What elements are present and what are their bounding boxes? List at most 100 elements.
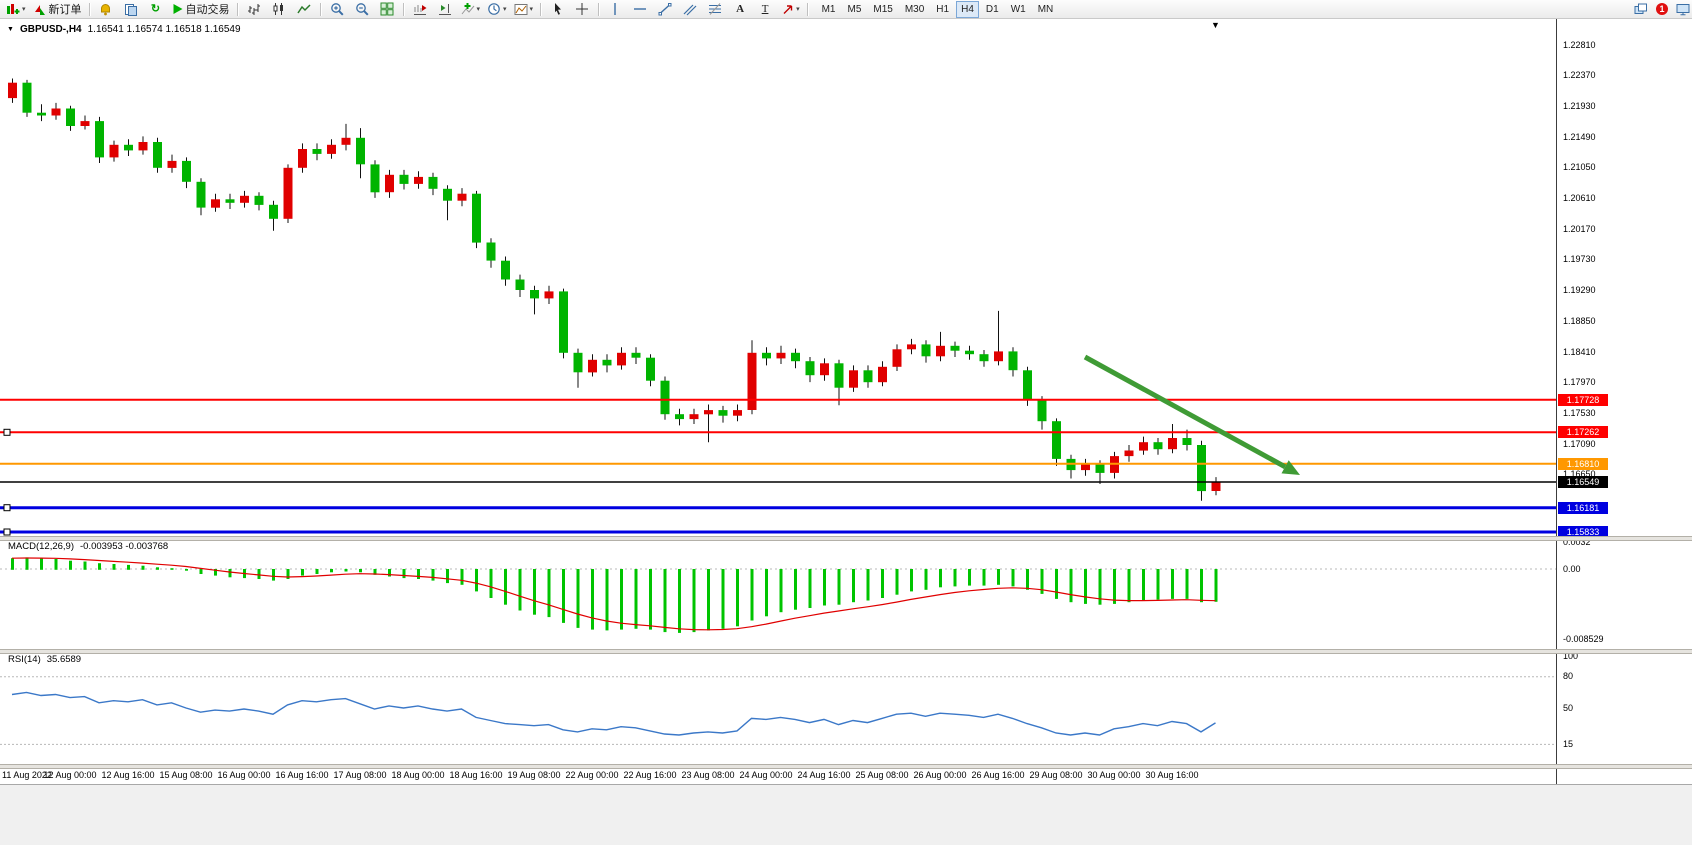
price-tick-label: 1.16650 — [1563, 469, 1596, 480]
templates-button[interactable]: ▾ — [511, 0, 537, 18]
indicators-button[interactable]: ▾ — [458, 0, 484, 18]
candle-body — [1124, 450, 1134, 457]
candle-body — [1052, 421, 1061, 459]
time-axis-label: 24 Aug 16:00 — [797, 770, 851, 780]
chart-shift-button[interactable] — [433, 0, 457, 18]
trend-arrow-head[interactable] — [1281, 460, 1301, 475]
timeframe-button-m30[interactable]: M30 — [904, 3, 925, 15]
zoom-in-button[interactable] — [325, 0, 349, 18]
new-order-button[interactable]: 新订单 — [30, 0, 85, 18]
line-chart-mode-button[interactable] — [292, 0, 316, 18]
panel-splitter[interactable] — [0, 649, 1692, 654]
candle-body — [704, 410, 713, 415]
text-tool-button[interactable]: A — [728, 0, 752, 18]
candle-body — [1095, 464, 1105, 473]
candle-body — [1023, 370, 1032, 401]
rsi-tick-label: 50 — [1563, 702, 1574, 713]
monitor-icon — [1676, 3, 1690, 15]
macd-panel[interactable] — [0, 539, 1556, 649]
periods-button[interactable]: ▾ — [484, 0, 510, 18]
candle-body — [747, 352, 757, 410]
new-chart-button[interactable]: ▾ — [3, 0, 29, 18]
clock-icon — [488, 3, 500, 15]
rsi-panel[interactable] — [0, 652, 1556, 764]
data-window-button[interactable] — [119, 0, 143, 18]
candle-body — [240, 195, 249, 203]
vertical-line-tool-button[interactable] — [603, 0, 627, 18]
timeframe-button-h4[interactable]: H4 — [956, 0, 979, 18]
timeframe-button-h1[interactable]: H1 — [936, 3, 950, 15]
terminal-button[interactable] — [1671, 0, 1692, 18]
indicators-icon — [461, 3, 474, 15]
dropdown-arrow-icon: ▾ — [476, 6, 481, 13]
timeframe-button-m15[interactable]: M15 — [873, 3, 893, 15]
auto-trading-label: 自动交易 — [185, 4, 230, 16]
zoom-out-button[interactable] — [350, 0, 374, 18]
chart-shift-marker[interactable]: ▼ — [1211, 20, 1220, 30]
price-tick-label: 1.21490 — [1563, 131, 1596, 142]
candle-body — [8, 82, 17, 99]
candle-body — [878, 366, 887, 383]
candle-body — [1008, 351, 1018, 371]
alerts-button[interactable] — [94, 0, 118, 18]
zoom-out-icon — [355, 3, 369, 16]
current-price-tag: 1.16549 — [1558, 476, 1608, 489]
level-price-tag: 1.17728 — [1558, 393, 1608, 406]
candle-body — [80, 121, 90, 126]
candle-body — [356, 137, 365, 165]
price-tick-label: 1.17530 — [1563, 408, 1596, 419]
time-axis-label: 22 Aug 16:00 — [623, 770, 677, 780]
time-axis[interactable]: 11 Aug 2022 12 Aug 00:00 12 Aug 16:00 15 Au… — [0, 767, 1556, 784]
timeframe-button-d1[interactable]: D1 — [985, 3, 999, 15]
level-price-tag: 1.16181 — [1558, 501, 1608, 514]
macd-tick-label: 0.00 — [1563, 563, 1581, 574]
price-axis[interactable]: 1.22810 1.22370 1.21930 1.21490 1.21050 1.206… — [1556, 18, 1692, 784]
tile-windows-button[interactable] — [375, 0, 399, 18]
new-chart-icon — [7, 4, 20, 14]
candle-body — [182, 160, 191, 182]
price-tick-label: 1.21050 — [1563, 162, 1596, 173]
candle-body — [51, 108, 61, 116]
panel-splitter[interactable] — [0, 536, 1692, 541]
time-axis-label: 30 Aug 16:00 — [1145, 770, 1199, 780]
arrows-tool-button[interactable]: ▾ — [778, 0, 803, 18]
line-handle[interactable] — [3, 504, 11, 512]
timeframe-button-w1[interactable]: W1 — [1010, 3, 1026, 15]
ohlc-label: 1.16541 1.16574 1.16518 1.16549 — [87, 24, 241, 35]
candle-body — [298, 149, 307, 168]
symbol-menu-icon[interactable]: ▼ — [7, 26, 14, 33]
line-handle[interactable] — [3, 528, 11, 536]
auto-scroll-button[interactable] — [408, 0, 432, 18]
line-handle[interactable] — [3, 428, 11, 436]
cursor-button[interactable] — [545, 0, 569, 18]
price-tick-label: 1.17970 — [1563, 377, 1596, 388]
horizontal-line-tool-button[interactable] — [628, 0, 652, 18]
timeframe-button-m5[interactable]: M5 — [847, 3, 862, 15]
arrange-windows-button[interactable] — [1629, 0, 1653, 18]
price-chart[interactable] — [0, 18, 1556, 536]
notification-badge[interactable]: 1 — [1656, 3, 1668, 15]
fibonacci-tool-button[interactable] — [703, 0, 727, 18]
timeframe-button-mn[interactable]: MN — [1037, 3, 1054, 15]
candle-body — [733, 410, 742, 416]
candlestick-mode-button[interactable] — [267, 0, 291, 18]
bell-icon — [101, 3, 111, 15]
toolbar-separator — [319, 2, 321, 16]
bar-chart-mode-button[interactable] — [242, 0, 266, 18]
rsi-name: RSI(14) — [8, 654, 41, 665]
timeframe-button-m1[interactable]: M1 — [821, 3, 836, 15]
channel-tool-button[interactable] — [678, 0, 702, 18]
text-label-tool-button[interactable]: T — [753, 0, 777, 18]
trend-arrow-line[interactable] — [1083, 354, 1287, 469]
candle-body — [486, 242, 496, 261]
crosshair-button[interactable] — [570, 0, 594, 18]
price-tick-label: 1.22370 — [1563, 70, 1596, 81]
panel-splitter[interactable] — [0, 764, 1692, 769]
price-tick-label: 1.20170 — [1563, 223, 1596, 234]
refresh-button[interactable]: ↻ — [144, 0, 168, 18]
candle-body — [892, 349, 902, 367]
auto-trading-button[interactable]: 自动交易 — [169, 0, 233, 18]
macd-name: MACD(12,26,9) — [8, 541, 74, 552]
trendline-tool-button[interactable] — [653, 0, 677, 18]
candle-body — [37, 112, 46, 116]
